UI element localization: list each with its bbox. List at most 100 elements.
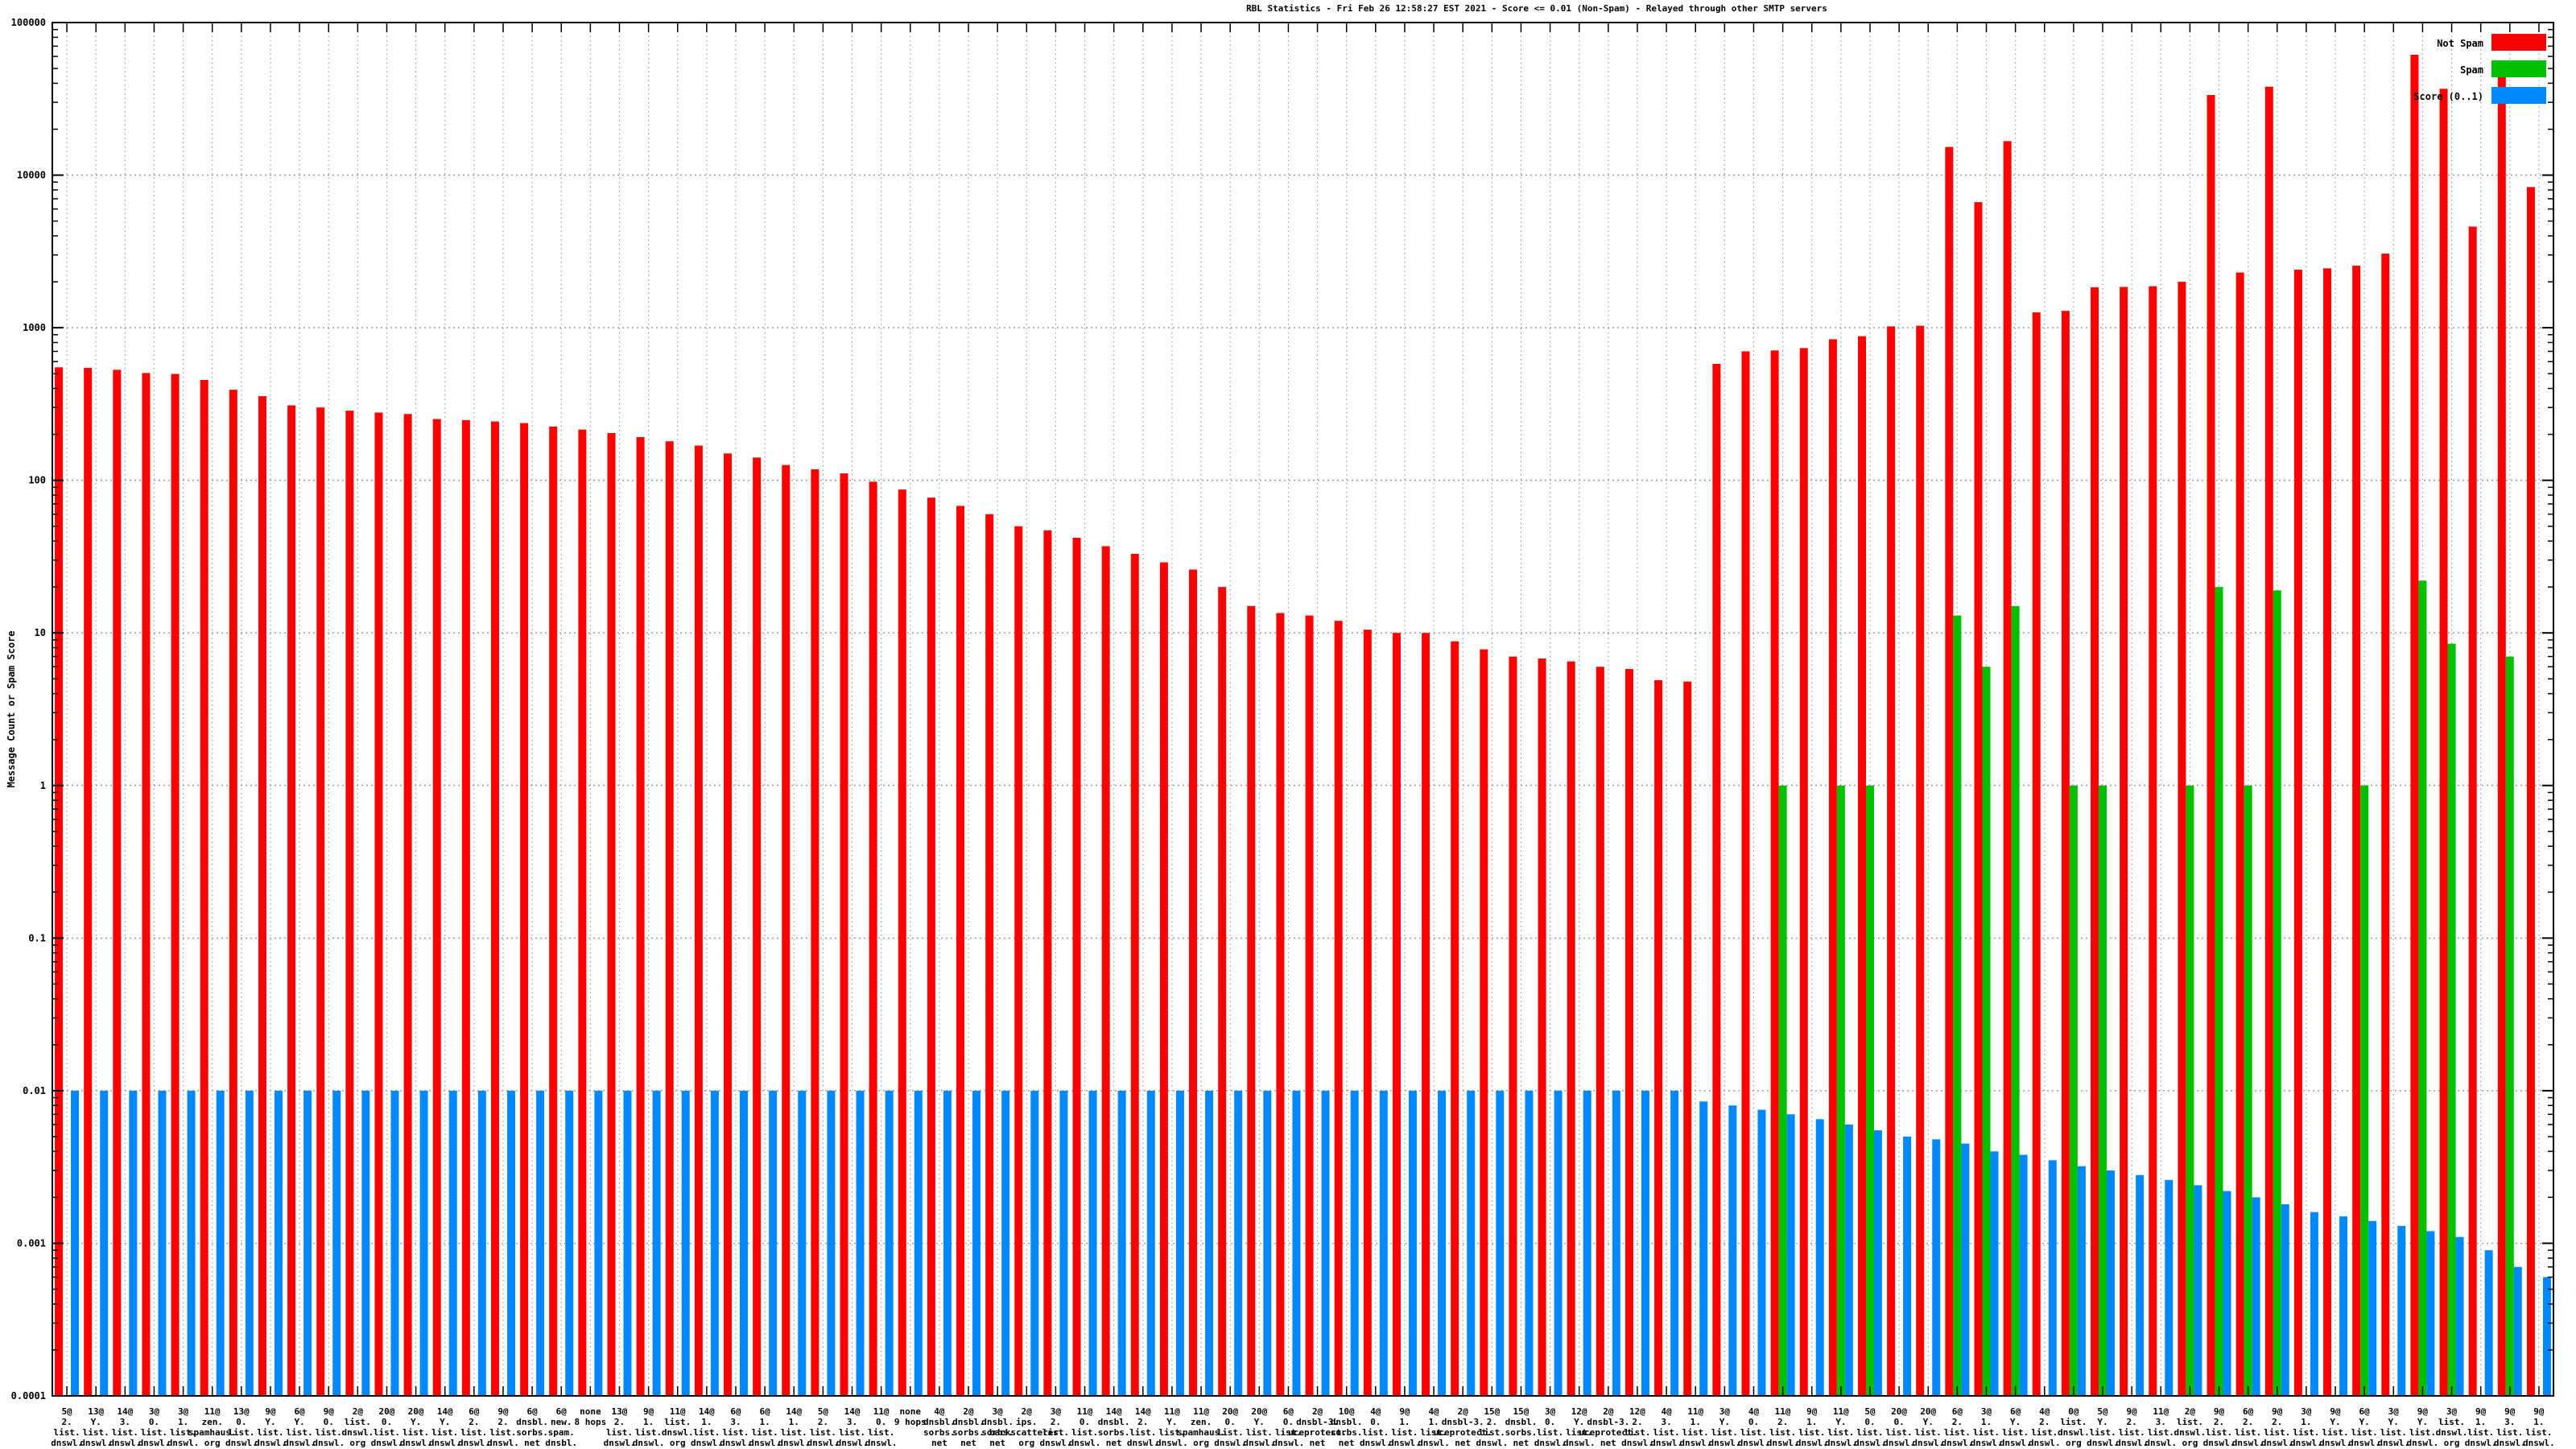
bar-not-spam	[2032, 312, 2041, 1396]
bar-score	[1438, 1090, 1447, 1396]
bar-score	[1321, 1090, 1330, 1396]
bar-spam	[1865, 785, 1874, 1396]
y-tick-label: 0.001	[17, 1237, 46, 1249]
bar-score	[1292, 1090, 1301, 1396]
bar-score	[274, 1090, 283, 1396]
bar-score	[827, 1090, 836, 1396]
bar-group	[2149, 286, 2174, 1396]
bar-score	[1873, 1130, 1882, 1396]
bar-group	[1683, 681, 1708, 1396]
bar-group	[2468, 226, 2493, 1396]
bar-score	[1379, 1090, 1388, 1396]
bar-score	[361, 1090, 370, 1396]
bar-not-spam	[1887, 326, 1896, 1396]
bar-score	[885, 1090, 894, 1396]
bar-group	[2352, 266, 2377, 1396]
bar-not-spam	[1189, 569, 1198, 1396]
bar-group	[142, 373, 167, 1396]
x-category-label: 2@ips.backscatterer.org4 hops	[989, 1406, 1064, 1449]
bar-not-spam	[1741, 351, 1750, 1396]
bar-score	[1496, 1090, 1505, 1396]
bar-score	[1932, 1139, 1941, 1396]
bar-score	[245, 1090, 254, 1396]
bar-group	[2293, 270, 2318, 1397]
bar-not-spam	[1624, 669, 1633, 1396]
bar-spam	[2011, 605, 2020, 1396]
bar-not-spam	[1480, 649, 1488, 1396]
bar-not-spam	[432, 419, 441, 1396]
bar-group	[1130, 553, 1155, 1396]
bar-score	[2455, 1236, 2464, 1396]
bar-score	[71, 1090, 80, 1396]
bar-group	[1334, 621, 1359, 1396]
bar-group	[636, 436, 661, 1396]
bar-group	[1509, 656, 1534, 1396]
bar-score	[652, 1090, 661, 1396]
bar-group	[869, 481, 894, 1396]
bar-group	[1857, 336, 1882, 1396]
bar-score	[2194, 1185, 2202, 1396]
chart-title: RBL Statistics - Fri Feb 26 12:58:27 EST…	[1246, 3, 1827, 14]
bar-group	[1363, 630, 1388, 1396]
bar-score	[623, 1090, 632, 1396]
bar-not-spam	[2178, 282, 2186, 1396]
x-category-label: 11@zen.spamhaus.org6 hops	[1177, 1406, 1225, 1449]
bar-score	[594, 1090, 603, 1396]
bar-group	[287, 405, 312, 1396]
y-tick-label: 100	[28, 475, 46, 486]
bar-score	[1554, 1090, 1563, 1396]
bar-score	[2426, 1231, 2435, 1396]
bar-group	[1945, 147, 1970, 1396]
bar-score	[1990, 1151, 1999, 1396]
x-category-label: 11@1.list.dnswl.org4 hops	[1679, 1406, 1711, 1449]
bar-group	[432, 419, 457, 1396]
bar-spam	[2360, 785, 2369, 1396]
bar-score	[1030, 1090, 1039, 1396]
bar-score	[798, 1090, 807, 1396]
bar-not-spam	[2497, 65, 2506, 1396]
bar-score	[565, 1090, 574, 1396]
bar-group	[2178, 282, 2202, 1396]
bar-not-spam	[1770, 350, 1779, 1396]
bar-not-spam	[1043, 530, 1052, 1397]
bar-score	[710, 1090, 719, 1396]
bar-group	[2264, 86, 2289, 1397]
bar-score	[1699, 1101, 1708, 1396]
bar-group	[345, 411, 370, 1397]
bar-not-spam	[345, 411, 354, 1397]
y-tick-label: 10000	[17, 170, 46, 181]
bar-group	[1159, 562, 1184, 1397]
bar-group	[1480, 649, 1505, 1396]
bar-score	[2310, 1212, 2318, 1396]
bar-group	[2235, 272, 2260, 1396]
bar-score	[129, 1090, 138, 1396]
bar-score	[2339, 1216, 2348, 1396]
bar-score	[536, 1090, 545, 1396]
bar-not-spam	[84, 368, 93, 1396]
bar-score	[2223, 1191, 2231, 1396]
bar-score	[856, 1090, 865, 1396]
x-category-label: 3@Y.list.dnswl.org4 hops	[1708, 1406, 1740, 1449]
bar-group	[1043, 530, 1068, 1397]
bar-group	[1305, 615, 1330, 1396]
